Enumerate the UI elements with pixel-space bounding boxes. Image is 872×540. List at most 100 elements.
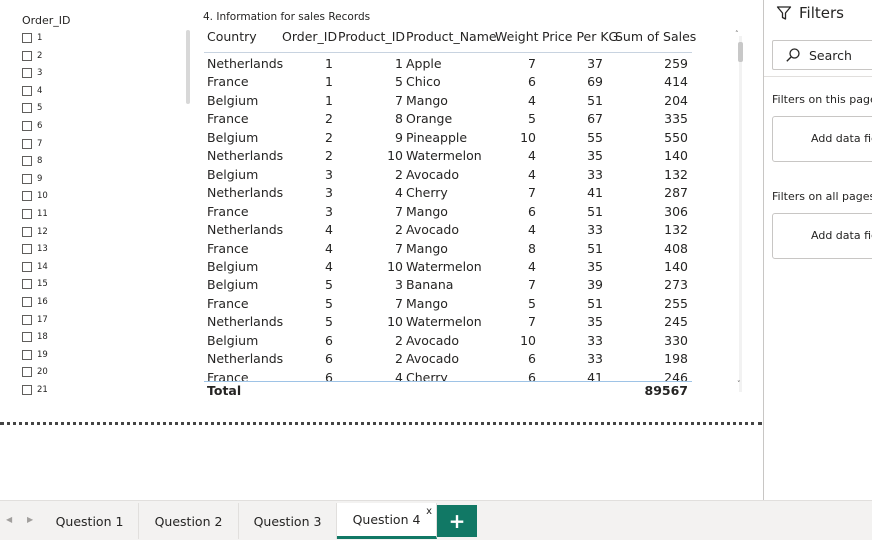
checkbox[interactable] [22,191,32,202]
col-header-weight[interactable]: Weight [495,29,539,44]
checkbox[interactable] [22,173,32,184]
checkbox[interactable] [22,349,32,360]
table-row[interactable]: Netherlands 1 1 Apple 7 37 259 [203,55,698,73]
filters-this-page-well[interactable]: Add data fields here [772,116,872,162]
checkbox[interactable] [22,209,32,219]
slicer-item[interactable]: 12 [22,225,48,239]
checkbox[interactable] [22,138,32,149]
slicer-item[interactable]: 21 [22,383,48,397]
filters-search-input[interactable]: Search [772,40,872,70]
checkbox[interactable] [22,261,32,272]
checkbox[interactable] [22,85,32,96]
checkbox[interactable] [22,385,32,395]
col-header-order-id[interactable]: Order_ID [282,29,338,44]
slicer-item-label: 2 [37,50,43,61]
checkbox[interactable] [22,297,32,307]
table-row[interactable]: Belgium 1 7 Mango 4 51 204 [203,92,698,110]
cell-country: Netherlands [207,148,284,164]
cell-sum-of-sales: 306 [664,203,688,219]
slicer-item[interactable]: 10 [22,189,48,203]
cell-product-name: Cherry [406,369,448,381]
tab-question-4[interactable]: Question 4 x [337,503,437,539]
total-sum-of-sales: 89567 [644,383,689,398]
col-header-product-name[interactable]: Product_Name [406,29,497,44]
cell-weight: 7 [528,314,536,330]
cell-sum-of-sales: 132 [664,166,688,182]
table-scrollbar-thumb[interactable] [738,42,743,62]
filters-all-pages-well[interactable]: Add data fields here [772,213,872,259]
table-row[interactable]: Netherlands 3 4 Cherry 7 41 287 [203,184,698,202]
checkbox[interactable] [22,279,32,290]
table-row[interactable]: Netherlands 2 10 Watermelon 4 35 140 [203,147,698,165]
slicer-item[interactable]: 16 [22,295,48,309]
table-row[interactable]: Netherlands 5 10 Watermelon 7 35 245 [203,313,698,331]
table-row[interactable]: France 4 7 Mango 8 51 408 [203,240,698,258]
table-row[interactable]: France 2 8 Orange 5 67 335 [203,110,698,128]
checkbox[interactable] [22,226,32,237]
close-tab-icon[interactable]: x [426,506,432,517]
cell-product-id: 10 [387,314,403,330]
slicer-item[interactable]: 18 [22,330,48,344]
tab-question-2[interactable]: Question 2 [139,503,239,539]
scroll-up-icon[interactable]: ˄ [735,30,739,38]
slicer-item[interactable]: 13 [22,242,48,256]
table-row[interactable]: France 6 4 Cherry 6 41 246 [203,369,698,381]
checkbox[interactable] [22,103,32,114]
cell-product-name: Avocado [406,351,459,367]
col-header-product-id[interactable]: Product_ID [338,29,406,44]
checkbox[interactable] [22,121,32,131]
slicer-item[interactable]: 7 [22,137,42,151]
slicer-item[interactable]: 5 [22,101,42,115]
cell-weight: 6 [528,74,536,90]
checkbox[interactable] [22,244,32,255]
slicer-item[interactable]: 14 [22,260,48,274]
checkbox[interactable] [22,68,32,79]
slicer-item[interactable]: 3 [22,66,42,80]
checkbox[interactable] [22,50,32,61]
table-row[interactable]: Belgium 3 2 Avocado 4 33 132 [203,166,698,184]
checkbox[interactable] [22,314,32,325]
tab-question-3[interactable]: Question 3 [239,503,337,539]
cell-sum-of-sales: 335 [664,111,688,127]
filters-search-placeholder: Search [809,47,852,63]
cell-weight: 6 [528,203,536,219]
cell-product-name: Watermelon [406,314,482,330]
table-row[interactable]: Belgium 2 9 Pineapple 10 55 550 [203,129,698,147]
slicer-item[interactable]: 15 [22,277,48,291]
slicer-item-label: 12 [37,226,48,237]
slicer-item[interactable]: 8 [22,154,42,168]
checkbox[interactable] [22,332,32,343]
col-header-sum-of-sales[interactable]: Sum of Sales [615,29,697,44]
add-page-button[interactable]: + [437,505,477,537]
table-row[interactable]: Netherlands 6 2 Avocado 6 33 198 [203,350,698,368]
scroll-down-icon[interactable]: ˅ [737,380,741,388]
slicer-item[interactable]: 2 [22,49,42,63]
col-header-price-per-kg[interactable]: Price Per KG [542,29,619,44]
checkbox[interactable] [22,367,32,378]
table-row[interactable]: France 5 7 Mango 5 51 255 [203,295,698,313]
table-row[interactable]: Belgium 6 2 Avocado 10 33 330 [203,332,698,350]
table-row[interactable]: France 1 5 Chico 6 69 414 [203,73,698,91]
tab-scroll-left-icon[interactable]: ◀ [6,515,13,524]
slicer-item[interactable]: 6 [22,119,42,133]
slicer-item[interactable]: 19 [22,348,48,362]
slicer-item[interactable]: 9 [22,172,42,186]
table-row[interactable]: France 3 7 Mango 6 51 306 [203,203,698,221]
tab-scroll-right-icon[interactable]: ▶ [27,515,34,524]
table-row[interactable]: Netherlands 4 2 Avocado 4 33 132 [203,221,698,239]
tab-question-1[interactable]: Question 1 [41,503,139,539]
col-header-country[interactable]: Country [207,29,257,44]
table-scrollbar-track[interactable] [739,36,742,392]
checkbox[interactable] [22,156,32,167]
slicer-item[interactable]: 11 [22,207,48,221]
slicer-item[interactable]: 4 [22,84,42,98]
cell-weight: 7 [528,277,536,293]
table-row[interactable]: Belgium 4 10 Watermelon 4 35 140 [203,258,698,276]
slicer-item[interactable]: 20 [22,365,48,379]
cell-weight: 4 [528,166,536,182]
slicer-scrollbar[interactable] [186,30,190,104]
slicer-item[interactable]: 1 [22,31,42,45]
table-row[interactable]: Belgium 5 3 Banana 7 39 273 [203,276,698,294]
slicer-item[interactable]: 17 [22,313,48,327]
checkbox[interactable] [22,33,32,43]
